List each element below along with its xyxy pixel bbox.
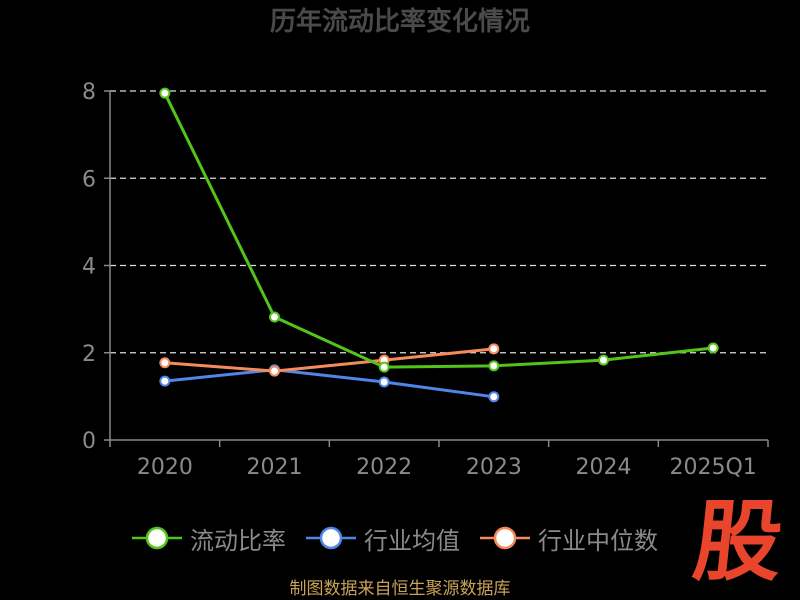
data-point-series-0 (269, 311, 280, 323)
series-line-0 (163, 92, 714, 369)
legend-label: 行业中位数 (538, 526, 658, 555)
y-tick-label: 4 (82, 255, 96, 280)
x-tick-label: 2025Q1 (670, 455, 757, 480)
data-point-series-1 (378, 376, 390, 388)
y-tick-label: 6 (82, 167, 96, 192)
x-tick-label: 2022 (356, 455, 412, 480)
legend-label: 流动比率 (190, 526, 286, 555)
data-point-series-0 (159, 87, 171, 99)
data-point-series-0 (378, 361, 390, 373)
data-point-series-1 (488, 391, 500, 403)
legend-item-current-ratio[interactable]: 流动比率 (132, 521, 286, 556)
data-point-series-2 (269, 365, 280, 377)
legend-item-industry-mean[interactable]: 行业均值 (306, 521, 460, 556)
data-point-series-1 (159, 375, 171, 387)
data-point-series-0 (707, 342, 719, 354)
line-chart: 0 2 4 6 8 2020 2021 2022 2023 2024 2025Q1 (82, 80, 769, 480)
legend-label: 行业均值 (364, 526, 460, 555)
chart-legend: 流动比率 行业均值 行业中位数 (132, 518, 678, 558)
legend-marker-green-icon (132, 526, 182, 550)
data-point-series-2 (488, 343, 500, 355)
data-point-series-0 (488, 360, 500, 372)
legend-item-industry-median[interactable]: 行业中位数 (480, 521, 658, 556)
y-tick-label: 0 (82, 429, 96, 454)
data-point-series-2 (159, 357, 171, 369)
x-tick-label: 2020 (137, 455, 193, 480)
legend-marker-orange-icon (480, 526, 530, 550)
brand-logo: 股 (688, 490, 788, 593)
x-tick-label: 2021 (247, 455, 303, 480)
series-line-2 (164, 347, 494, 373)
data-point-series-0 (598, 354, 609, 366)
y-tick-label: 8 (82, 80, 96, 105)
x-tick-label: 2023 (466, 455, 522, 480)
y-tick-label: 2 (82, 342, 96, 367)
legend-marker-blue-icon (306, 526, 356, 550)
data-source-footer: 制图数据来自恒生聚源数据库 (289, 579, 511, 599)
x-tick-label: 2024 (576, 455, 632, 480)
chart-title: 历年流动比率变化情况 (269, 7, 530, 37)
series-line-1 (164, 368, 495, 399)
